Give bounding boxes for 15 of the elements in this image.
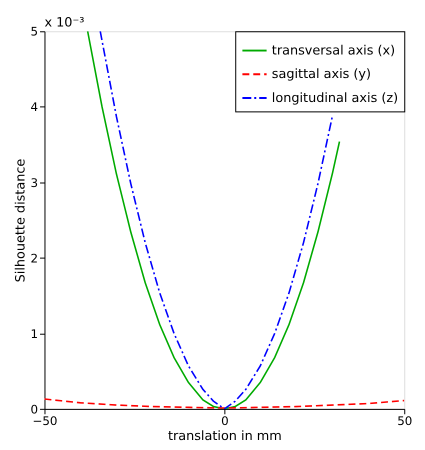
x-tick-label: 0 xyxy=(221,414,229,428)
x-axis-title: translation in mm xyxy=(168,428,282,444)
y-tick-label: 1 xyxy=(30,326,38,341)
y-tick-label: 0 xyxy=(30,402,38,416)
y-tick-label: 3 xyxy=(30,176,38,190)
y-tick-label: 4 xyxy=(30,100,38,114)
y-tick-label: 5 xyxy=(30,24,38,39)
x-tick-label: 50 xyxy=(397,414,412,428)
legend-label: transversal axis (x) xyxy=(272,44,396,59)
legend-label: sagittal axis (y) xyxy=(272,67,372,82)
text: x 10⁻³ xyxy=(44,15,84,30)
x-tick-label: −50 xyxy=(32,414,58,428)
y-tick-label: 2 xyxy=(30,251,38,266)
legend-label: longitudinal axis (z) xyxy=(272,90,398,106)
y-axis-title: Silhouette distance xyxy=(14,158,29,282)
